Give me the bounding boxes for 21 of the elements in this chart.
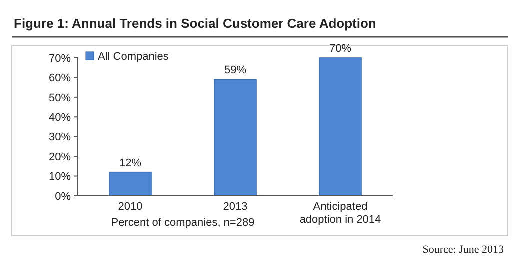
legend-label: All Companies — [98, 50, 170, 63]
y-tick-label: 50% — [48, 92, 72, 104]
y-tick-label: 10% — [48, 171, 72, 184]
bar — [214, 79, 257, 196]
x-tick-label: 2010 — [118, 201, 143, 213]
text: 12% — [119, 157, 142, 170]
text: 70% — [329, 43, 352, 55]
x-tick-label: Anticipated adoption in 2014 — [300, 201, 382, 226]
x-axis-title: Percent of companies, n=289 — [111, 217, 255, 229]
y-tick-label: 30% — [48, 132, 72, 144]
text: 59% — [224, 64, 247, 77]
bar — [319, 58, 362, 196]
y-tick-label: 60% — [48, 72, 72, 85]
y-tick-label: 70% — [48, 52, 72, 65]
bar — [109, 172, 152, 196]
source-note: Source: June 2013 — [422, 244, 504, 256]
y-tick-label: 0% — [55, 190, 72, 203]
y-tick-label: 20% — [48, 151, 72, 164]
chart-title: Figure 1: Annual Trends in Social Customer Care Adoption — [14, 16, 376, 31]
y-tick-label: 40% — [48, 112, 72, 124]
x-tick-label: 2013 — [223, 201, 248, 213]
